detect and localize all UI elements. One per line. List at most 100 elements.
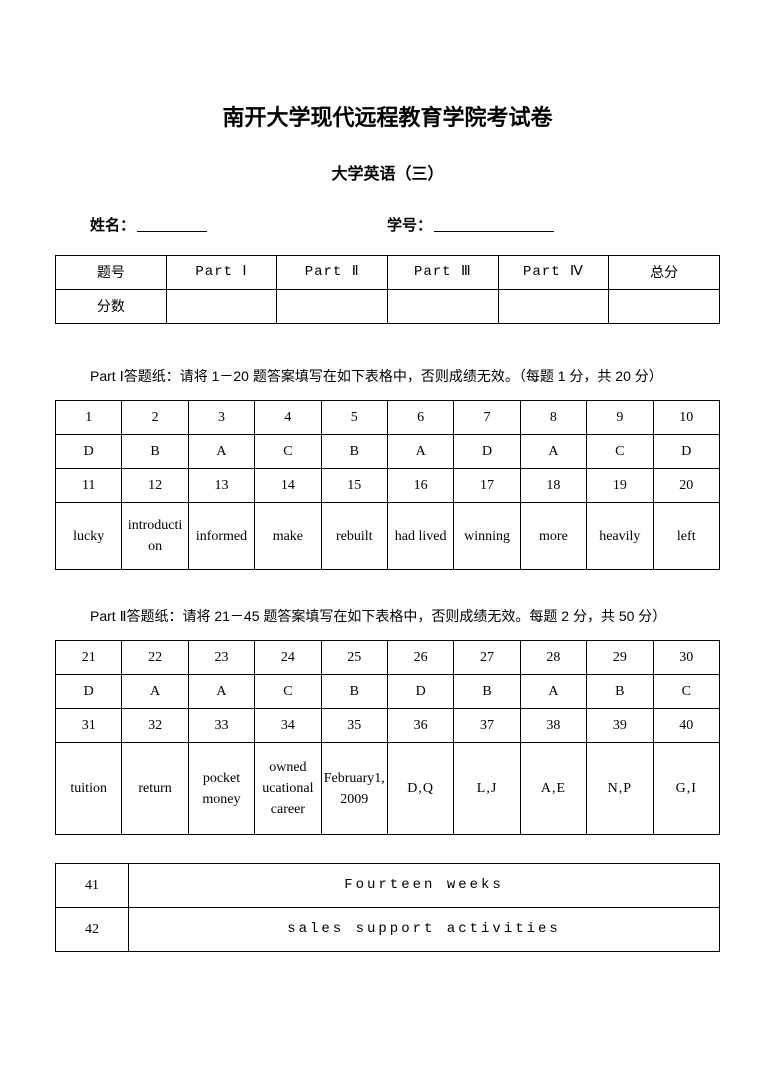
score-cell [609, 290, 720, 324]
hdr-cell: Part Ⅲ [387, 256, 498, 290]
ans-cell: A [520, 435, 586, 469]
part2-title: Part Ⅱ答题纸：请将 21－45 题答案填写在如下表格中，否则成绩无效。每题… [90, 606, 720, 626]
num-cell: 32 [122, 709, 188, 743]
id-underline [434, 214, 554, 232]
num-cell: 4 [255, 401, 321, 435]
name-label: 姓名： [90, 214, 135, 235]
ans-cell: D [653, 435, 719, 469]
num-cell: 26 [387, 641, 453, 675]
hdr-cell: 题号 [56, 256, 167, 290]
table-row: 31 32 33 34 35 36 37 38 39 40 [56, 709, 720, 743]
num-cell: 13 [188, 469, 254, 503]
table-row: 42 sales support activities [56, 908, 720, 952]
hdr-cell: Part Ⅰ [166, 256, 277, 290]
ans-cell: L,J [454, 743, 520, 835]
ans-cell: D [387, 675, 453, 709]
name-underline [137, 214, 207, 232]
hdr-cell: Part Ⅱ [277, 256, 388, 290]
ans-cell: owned ucational career [255, 743, 321, 835]
num-cell: 31 [56, 709, 122, 743]
num-cell: 17 [454, 469, 520, 503]
num-cell: 37 [454, 709, 520, 743]
table-row: lucky introduction informed make rebuilt… [56, 503, 720, 570]
ans-cell: C [653, 675, 719, 709]
ans-cell: A [188, 675, 254, 709]
score-cell [277, 290, 388, 324]
ans-cell: D [56, 435, 122, 469]
score-cell [166, 290, 277, 324]
num-cell: 14 [255, 469, 321, 503]
num-cell: 23 [188, 641, 254, 675]
num-cell: 29 [587, 641, 653, 675]
num-cell: 2 [122, 401, 188, 435]
ans-cell: C [255, 675, 321, 709]
ans-cell: B [587, 675, 653, 709]
ans-cell: A,E [520, 743, 586, 835]
num-cell: 25 [321, 641, 387, 675]
score-header-table: 题号 Part Ⅰ Part Ⅱ Part Ⅲ Part Ⅳ 总分 分数 [55, 255, 720, 324]
score-cell [498, 290, 609, 324]
ans-cell: informed [188, 503, 254, 570]
ans-cell: B [321, 675, 387, 709]
ans-cell: lucky [56, 503, 122, 570]
num-cell: 42 [56, 908, 129, 952]
ans-cell: pocket money [188, 743, 254, 835]
hdr-cell: Part Ⅳ [498, 256, 609, 290]
num-cell: 1 [56, 401, 122, 435]
ans-cell: D [454, 435, 520, 469]
ans-cell: N,P [587, 743, 653, 835]
num-cell: 33 [188, 709, 254, 743]
ans-cell: A [387, 435, 453, 469]
num-cell: 15 [321, 469, 387, 503]
ans-cell: tuition [56, 743, 122, 835]
ans-cell: sales support activities [129, 908, 720, 952]
num-cell: 11 [56, 469, 122, 503]
num-cell: 41 [56, 864, 129, 908]
table-row: 41 Fourteen weeks [56, 864, 720, 908]
ans-cell: make [255, 503, 321, 570]
num-cell: 34 [255, 709, 321, 743]
table-row: 21 22 23 24 25 26 27 28 29 30 [56, 641, 720, 675]
part1-table: 1 2 3 4 5 6 7 8 9 10 D B A C B A D A C D… [55, 400, 720, 570]
num-cell: 38 [520, 709, 586, 743]
num-cell: 19 [587, 469, 653, 503]
ans-cell: return [122, 743, 188, 835]
num-cell: 7 [454, 401, 520, 435]
num-cell: 9 [587, 401, 653, 435]
wide-answer-table: 41 Fourteen weeks 42 sales support activ… [55, 863, 720, 952]
num-cell: 27 [454, 641, 520, 675]
ans-cell: more [520, 503, 586, 570]
table-row: 1 2 3 4 5 6 7 8 9 10 [56, 401, 720, 435]
num-cell: 35 [321, 709, 387, 743]
part2-table: 21 22 23 24 25 26 27 28 29 30 D A A C B … [55, 640, 720, 835]
ans-cell: B [454, 675, 520, 709]
ans-cell: D,Q [387, 743, 453, 835]
num-cell: 40 [653, 709, 719, 743]
ans-cell: had lived [387, 503, 453, 570]
ans-cell: B [122, 435, 188, 469]
part1-title: Part Ⅰ答题纸：请将 1－20 题答案填写在如下表格中，否则成绩无效。（每题… [90, 366, 720, 386]
table-row: D A A C B D B A B C [56, 675, 720, 709]
table-row: 11 12 13 14 15 16 17 18 19 20 [56, 469, 720, 503]
num-cell: 5 [321, 401, 387, 435]
ans-cell: February1,2009 [321, 743, 387, 835]
table-row: D B A C B A D A C D [56, 435, 720, 469]
score-cell [387, 290, 498, 324]
num-cell: 6 [387, 401, 453, 435]
num-cell: 12 [122, 469, 188, 503]
num-cell: 22 [122, 641, 188, 675]
name-id-row: 姓名： 学号： [55, 214, 720, 235]
num-cell: 10 [653, 401, 719, 435]
main-title: 南开大学现代远程教育学院考试卷 [55, 100, 720, 132]
ans-cell: C [255, 435, 321, 469]
ans-cell: B [321, 435, 387, 469]
num-cell: 16 [387, 469, 453, 503]
ans-cell: left [653, 503, 719, 570]
ans-cell: A [122, 675, 188, 709]
score-label: 分数 [56, 290, 167, 324]
ans-cell: heavily [587, 503, 653, 570]
num-cell: 36 [387, 709, 453, 743]
num-cell: 28 [520, 641, 586, 675]
num-cell: 24 [255, 641, 321, 675]
hdr-cell: 总分 [609, 256, 720, 290]
